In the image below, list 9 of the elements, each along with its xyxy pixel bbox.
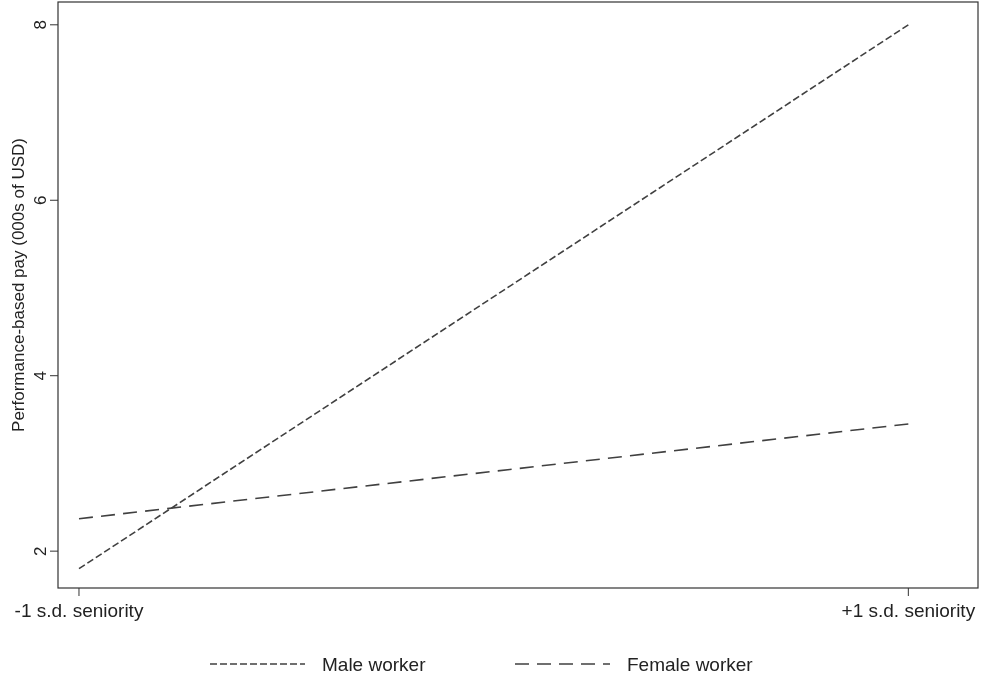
y-tick-label: 4 xyxy=(31,370,50,381)
y-axis-title: Performance-based pay (000s of USD) xyxy=(9,138,28,432)
y-tick-label: 2 xyxy=(31,546,50,556)
legend-label: Male worker xyxy=(322,654,427,675)
y-tick-label: 6 xyxy=(31,195,50,205)
y-tick-label: 8 xyxy=(31,20,50,30)
x-tick-label: +1 s.d. seniority xyxy=(841,600,976,621)
x-tick-label: -1 s.d. seniority xyxy=(14,600,144,621)
legend-label: Female worker xyxy=(627,654,754,675)
